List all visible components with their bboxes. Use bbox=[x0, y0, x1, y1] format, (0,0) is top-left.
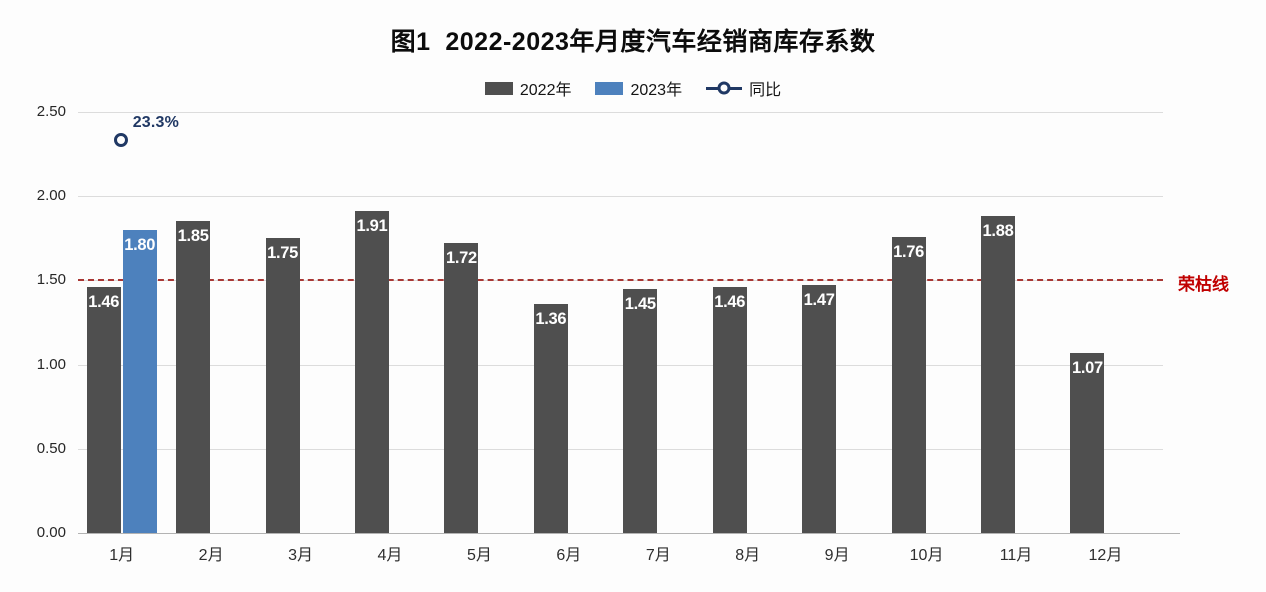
bar-value-label-2022年-1月: 1.46 bbox=[88, 293, 120, 312]
bar-value-label-2022年-3月: 1.75 bbox=[267, 244, 298, 263]
gridline-2.50 bbox=[78, 112, 1163, 113]
legend-line-marker-icon bbox=[706, 81, 743, 95]
reference-line bbox=[78, 279, 1163, 282]
x-tick-6月: 6月 bbox=[556, 547, 582, 564]
legend-label-1: 2023年 bbox=[630, 82, 683, 99]
x-tick-11月: 11月 bbox=[999, 547, 1033, 564]
gridline-1.00 bbox=[78, 364, 1163, 366]
bar-value-label-2022年-10月: 1.76 bbox=[893, 242, 925, 261]
legend-item-0: 2022年 bbox=[484, 76, 572, 100]
bar-2022年-1月 bbox=[86, 287, 121, 533]
legend-item-1: 2023年 bbox=[595, 76, 682, 100]
x-tick-7月: 7月 bbox=[645, 547, 671, 564]
bar-2022年-8月 bbox=[712, 287, 747, 533]
y-tick-2.00: 2.00 bbox=[36, 187, 66, 205]
bar-2022年-2月 bbox=[176, 221, 211, 533]
bar-value-label-2022年-11月: 1.88 bbox=[982, 222, 1014, 241]
bar-value-label-2022年-5月: 1.72 bbox=[445, 249, 477, 268]
chart-title: 图1 2022-2023年月度汽车经销商库存系数 bbox=[390, 28, 876, 56]
yoy-point-marker bbox=[114, 133, 129, 148]
reference-line-label: 荣枯线 bbox=[1178, 275, 1229, 295]
x-tick-8月: 8月 bbox=[735, 547, 761, 564]
bar-value-label-2022年-9月: 1.47 bbox=[803, 291, 835, 310]
bar-2022年-3月 bbox=[265, 238, 300, 533]
yoy-point-label: 23.3% bbox=[132, 113, 180, 131]
bar-2022年-6月 bbox=[533, 303, 568, 533]
y-tick-1.50: 1.50 bbox=[36, 271, 66, 289]
bar-2022年-4月 bbox=[354, 211, 389, 533]
legend-bar-swatch-icon bbox=[484, 81, 513, 95]
legend-bar-swatch-icon bbox=[595, 81, 624, 95]
x-axis-line bbox=[78, 533, 1180, 534]
bar-value-label-2023年-1月: 1.80 bbox=[124, 235, 156, 254]
x-tick-1月: 1月 bbox=[109, 547, 135, 564]
bar-value-label-2022年-12月: 1.07 bbox=[1071, 358, 1103, 377]
x-tick-9月: 9月 bbox=[824, 547, 850, 564]
bar-value-label-2022年-7月: 1.45 bbox=[624, 294, 656, 313]
x-tick-10月: 10月 bbox=[909, 547, 944, 564]
x-tick-3月: 3月 bbox=[288, 547, 313, 564]
y-tick-2.50: 2.50 bbox=[36, 103, 66, 120]
bar-2022年-10月 bbox=[891, 236, 926, 533]
legend-item-2: 同比 bbox=[706, 76, 781, 100]
y-tick-0.00: 0.00 bbox=[36, 524, 66, 541]
gridline-0.50 bbox=[78, 448, 1163, 450]
y-tick-0.50: 0.50 bbox=[36, 439, 66, 457]
chart-legend: 2022年 2023年 同比 bbox=[0, 76, 1266, 100]
bar-2023年-1月 bbox=[122, 229, 157, 533]
bar-value-label-2022年-8月: 1.46 bbox=[714, 293, 746, 312]
x-tick-4月: 4月 bbox=[377, 547, 403, 564]
legend-label-2: 同比 bbox=[749, 82, 782, 99]
x-tick-5月: 5月 bbox=[466, 547, 492, 564]
y-tick-1.00: 1.00 bbox=[36, 355, 66, 373]
bar-2022年-7月 bbox=[623, 288, 658, 533]
gridline-2.00 bbox=[78, 196, 1163, 198]
bar-2022年-5月 bbox=[444, 243, 479, 533]
bar-value-label-2022年-2月: 1.85 bbox=[177, 227, 209, 246]
x-tick-2月: 2月 bbox=[198, 547, 224, 564]
x-tick-12月: 12月 bbox=[1088, 547, 1123, 564]
legend-label-0: 2022年 bbox=[519, 82, 572, 99]
bar-2022年-12月 bbox=[1070, 352, 1105, 533]
bar-value-label-2022年-6月: 1.36 bbox=[535, 309, 567, 328]
bar-2022年-11月 bbox=[981, 216, 1015, 533]
bar-2022年-9月 bbox=[802, 285, 837, 533]
bar-value-label-2022年-4月: 1.91 bbox=[356, 217, 388, 236]
